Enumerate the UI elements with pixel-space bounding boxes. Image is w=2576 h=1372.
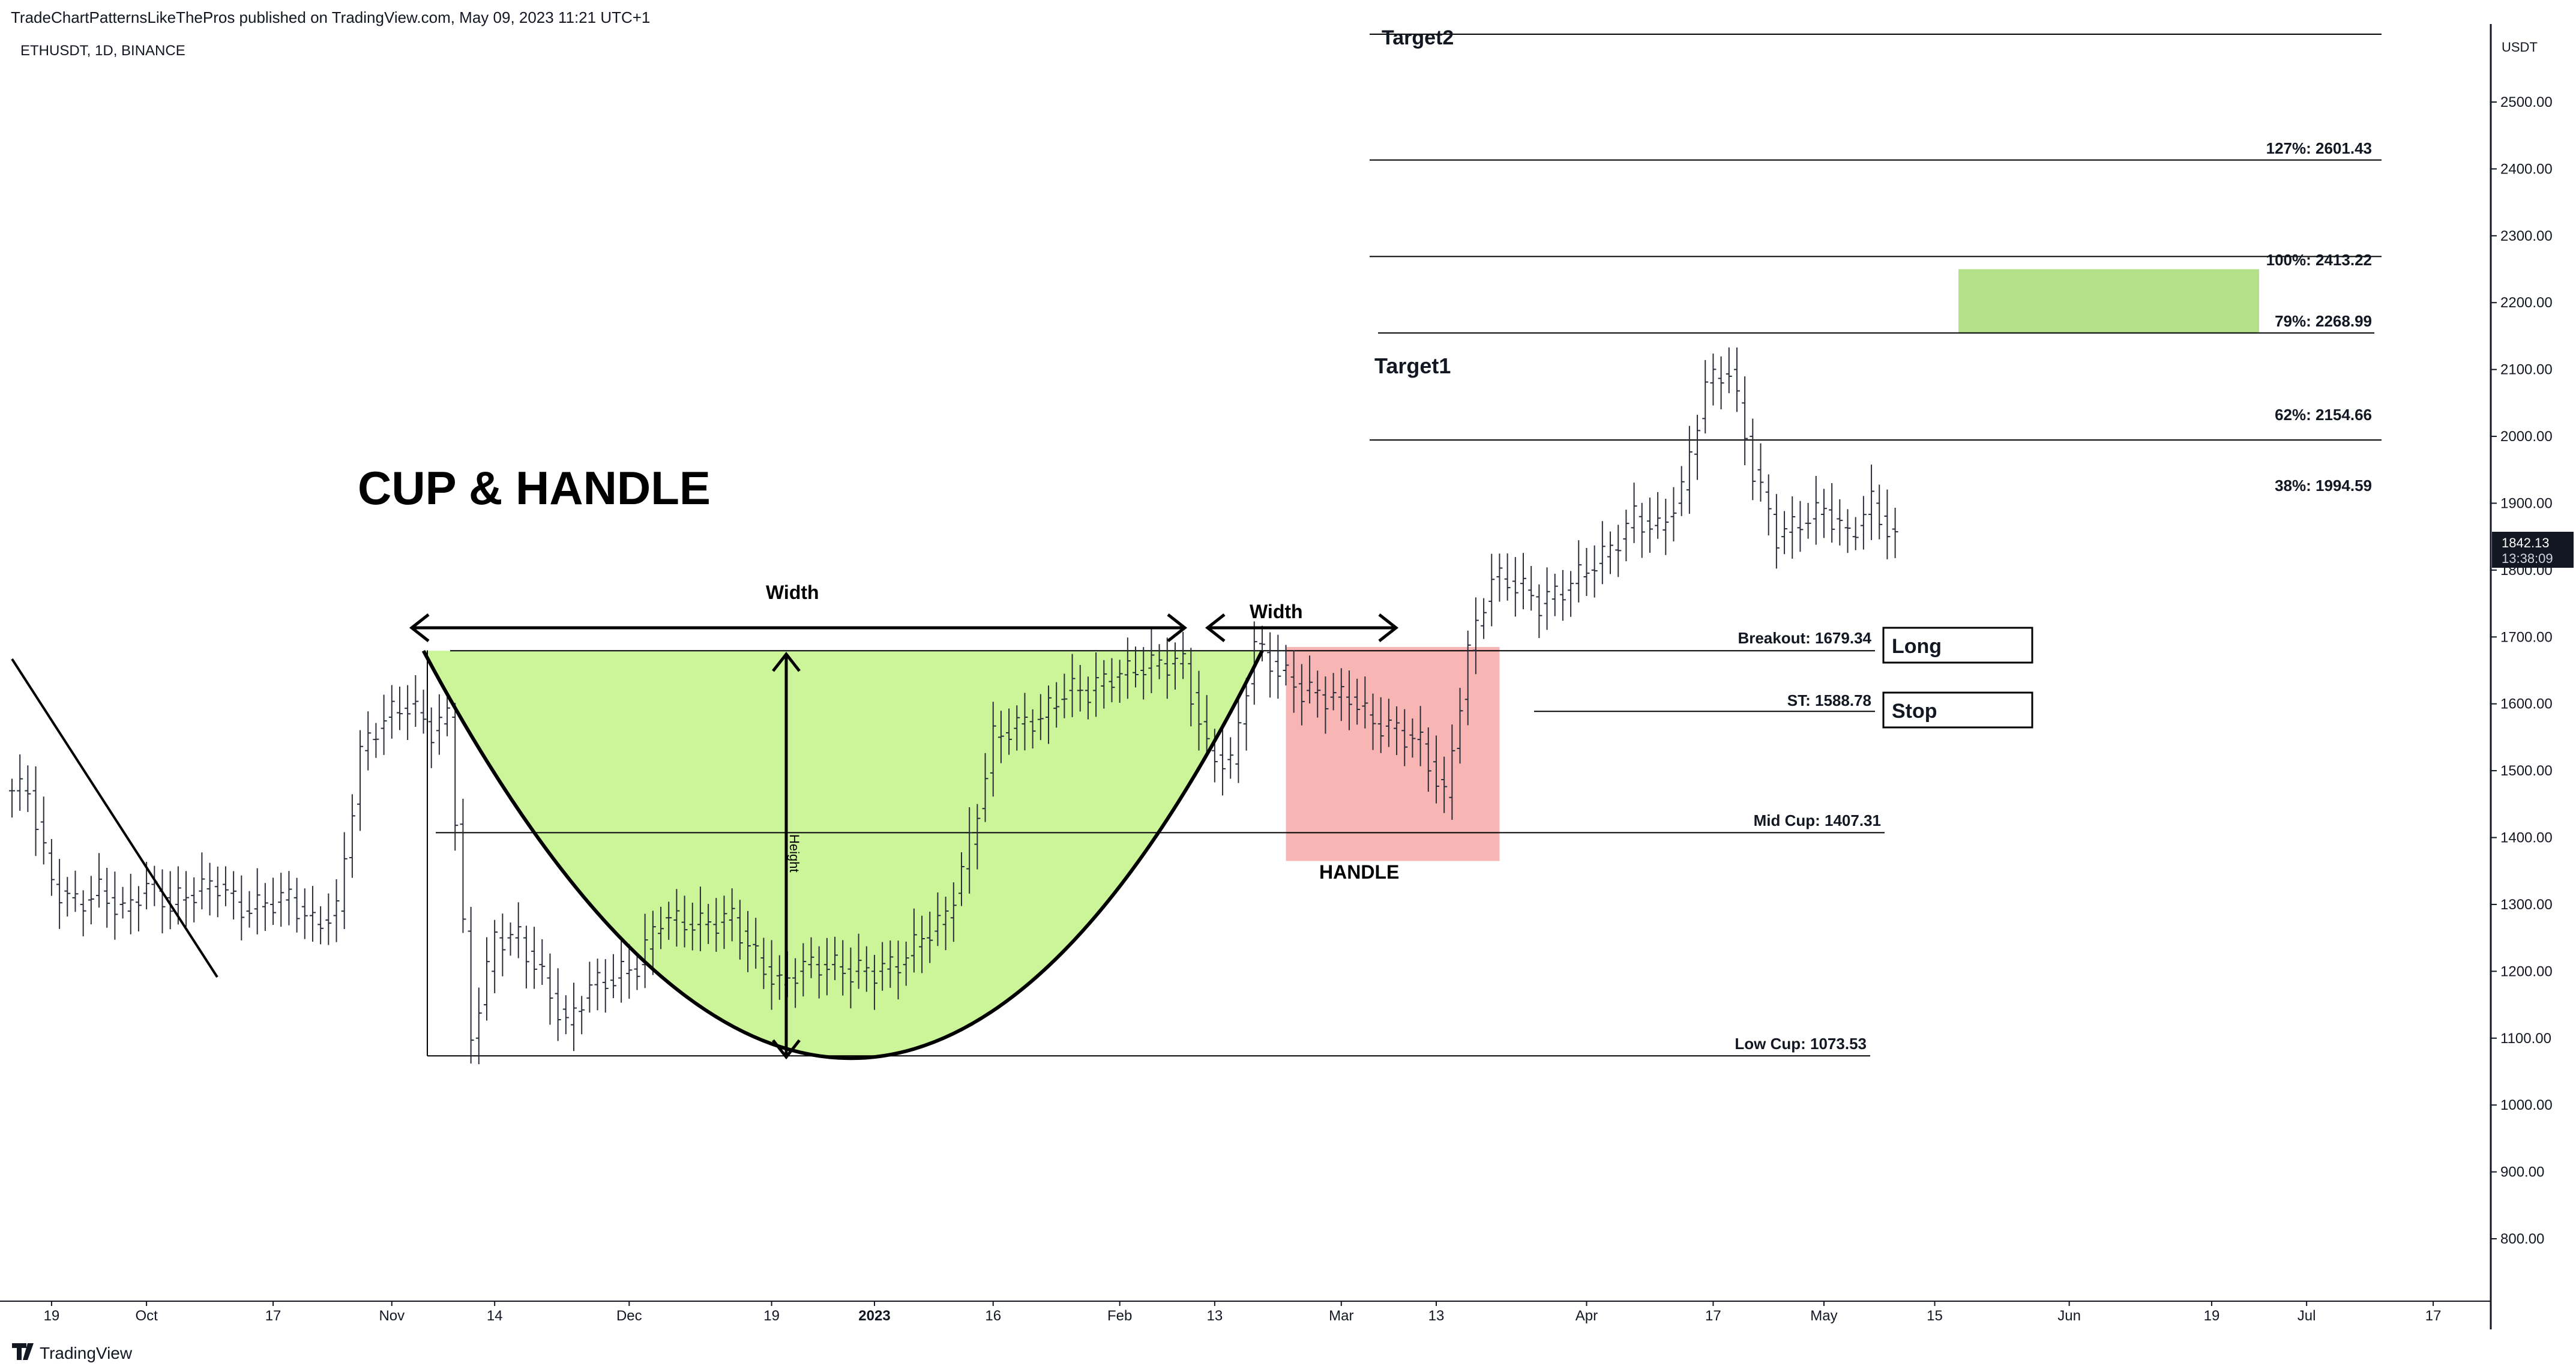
long-box-label: Long <box>1892 635 1942 658</box>
price-tick-label: 1200.00 <box>2500 963 2553 979</box>
handle-width-arrow-head-right <box>1378 613 1399 642</box>
target1-label: Target1 <box>1374 354 1451 378</box>
pattern-drawings <box>11 613 1399 1060</box>
stop-box[interactable] <box>1882 691 2033 729</box>
time-tick-label: Oct <box>135 1308 158 1324</box>
pattern-title: CUP & HANDLE <box>358 462 711 514</box>
mid-cup-label: Mid Cup: 1407.31 <box>1754 811 1881 829</box>
time-tick-label: May <box>1810 1308 1837 1324</box>
price-tick-label: 1000.00 <box>2500 1097 2553 1113</box>
target2-label: Target2 <box>1382 26 1454 49</box>
time-tick-label: Dec <box>616 1308 642 1324</box>
height-arrow-head-top <box>772 651 801 672</box>
cup-width-arrow-head-left <box>409 613 430 642</box>
last-price-countdown: 13:38:09 <box>2502 551 2553 566</box>
time-tick-label: 17 <box>265 1308 281 1324</box>
height-label: Height <box>787 834 802 873</box>
stop-box-label: Stop <box>1892 700 1937 723</box>
height-arrow-head-bottom <box>772 1039 801 1060</box>
time-tick-label: 13 <box>1207 1308 1223 1324</box>
handle-width-label: Width <box>1250 601 1303 622</box>
publisher-line: TradeChartPatternsLikeThePros published … <box>11 8 650 26</box>
cup-width-label: Width <box>766 582 819 603</box>
time-tick-label: Jun <box>2057 1308 2081 1324</box>
price-tick-label: 2100.00 <box>2500 362 2553 378</box>
price-tick-label: 2300.00 <box>2500 228 2553 244</box>
long-box[interactable] <box>1882 627 2033 664</box>
cup-width-arrow-head-right <box>1167 613 1188 642</box>
price-tick-label: 2200.00 <box>2500 295 2553 311</box>
fib-38-label: 38%: 1994.59 <box>2275 477 2372 495</box>
low-cup-label: Low Cup: 1073.53 <box>1735 1035 1867 1053</box>
time-tick-label: Feb <box>1107 1308 1132 1324</box>
currency-label: USDT <box>2502 40 2538 55</box>
price-scale-ticks: 2500.00 2400.00 2300.00 2200.00 2100.00 2000.… <box>2491 94 2553 1247</box>
tradingview-logo-text: TradingView <box>40 1344 133 1362</box>
price-tick-label: 1900.00 <box>2500 495 2553 511</box>
price-tick-label: 800.00 <box>2500 1231 2544 1247</box>
time-tick-label: 19 <box>2204 1308 2220 1324</box>
target-zone <box>1958 269 2260 333</box>
zone-fills <box>423 269 2260 1059</box>
fib-79-label: 79%: 2268.99 <box>2275 312 2372 330</box>
price-tick-label: 1700.00 <box>2500 629 2553 645</box>
fib-100-label: 100%: 2413.22 <box>2266 251 2372 269</box>
tradingview-logo-icon <box>12 1343 34 1360</box>
time-tick-label: Mar <box>1329 1308 1353 1324</box>
time-tick-label: 16 <box>985 1308 1001 1324</box>
time-tick-label: 17 <box>2425 1308 2442 1324</box>
price-tick-label: 900.00 <box>2500 1164 2544 1181</box>
time-tick-label: 2023 <box>858 1308 890 1324</box>
handle-label: HANDLE <box>1319 861 1399 883</box>
fib-127-label: 127%: 2601.43 <box>2266 139 2372 157</box>
time-axis-ticks: 19 Oct 17 Nov 14 Dec 19 2023 16 Feb 13 Mar 13 Apr 17 Ma… <box>44 1301 2442 1324</box>
time-tick-label: Nov <box>379 1308 405 1324</box>
time-tick-label: Jul <box>2298 1308 2316 1324</box>
ohlc-bars <box>9 347 1898 1065</box>
time-tick-label: 19 <box>763 1308 780 1324</box>
price-tick-label: 2400.00 <box>2500 161 2553 177</box>
cup-curve <box>421 649 1264 1060</box>
handle-width-arrow-head-left <box>1205 613 1226 642</box>
last-price-tag <box>2492 532 2574 568</box>
time-tick-label: 14 <box>487 1308 503 1324</box>
symbol-label: ETHUSDT, 1D, BINANCE <box>20 43 185 59</box>
time-tick-label: 15 <box>1927 1308 1943 1324</box>
price-tick-label: 1100.00 <box>2500 1031 2551 1047</box>
fib-62-label: 62%: 2154.66 <box>2275 406 2372 424</box>
time-tick-label: Apr <box>1575 1308 1598 1324</box>
tradingview-logo[interactable]: TradingView <box>12 1343 133 1362</box>
price-tick-label: 1600.00 <box>2500 696 2553 712</box>
price-tick-label: 1400.00 <box>2500 830 2553 846</box>
cup-fill <box>423 651 1262 1059</box>
price-tick-label: 1500.00 <box>2500 763 2553 779</box>
time-tick-label: 17 <box>1705 1308 1721 1324</box>
time-tick-label: 13 <box>1428 1308 1445 1324</box>
handle-zone <box>1286 647 1500 861</box>
price-tick-label: 1300.00 <box>2500 897 2553 913</box>
trend-line <box>11 658 218 978</box>
price-tick-label: 2500.00 <box>2500 94 2553 110</box>
price-tick-label: 2000.00 <box>2500 429 2553 445</box>
time-tick-label: 19 <box>44 1308 60 1324</box>
last-price-value: 1842.13 <box>2502 535 2550 550</box>
stop-level-label: ST: 1588.78 <box>1787 691 1871 709</box>
breakout-label: Breakout: 1679.34 <box>1738 629 1871 647</box>
